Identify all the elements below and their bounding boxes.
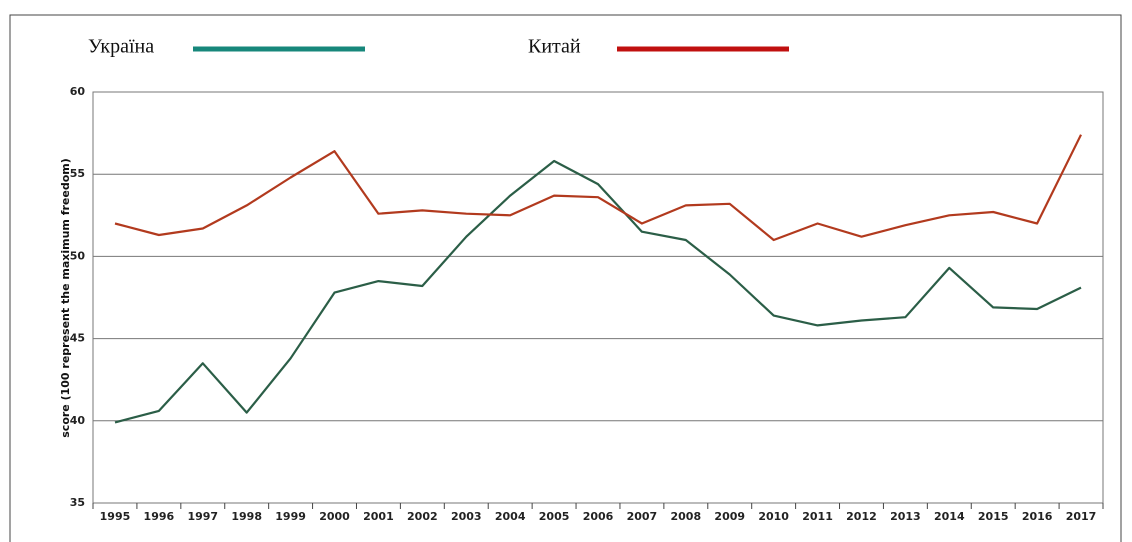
x-tick-label: 2016 <box>1022 510 1053 523</box>
series-line <box>114 159 1082 424</box>
x-tick-label: 2013 <box>890 510 921 523</box>
x-tick-label: 2002 <box>407 510 438 523</box>
y-tick-label: 60 <box>70 85 86 98</box>
y-tick-label: 50 <box>70 249 86 262</box>
x-tick-label: 2009 <box>714 510 745 523</box>
x-tick-label: 2004 <box>495 510 526 523</box>
x-tick-label: 2017 <box>1066 510 1097 523</box>
x-tick-label: 2014 <box>934 510 965 523</box>
x-tick-label: 2006 <box>583 510 614 523</box>
x-tick-label: 1997 <box>187 510 218 523</box>
x-tick-label: 2003 <box>451 510 482 523</box>
series-line <box>114 134 1082 242</box>
y-tick-label: 55 <box>70 167 85 180</box>
y-tick-label: 40 <box>70 414 86 427</box>
x-tick-label: 2011 <box>802 510 833 523</box>
y-tick-label: 35 <box>70 496 85 509</box>
x-tick-label: 2007 <box>627 510 658 523</box>
x-tick-label: 1996 <box>144 510 175 523</box>
x-tick-label: 2008 <box>671 510 702 523</box>
y-axis-label: score (100 represent the maximum freedom… <box>59 158 72 438</box>
x-tick-label: 1995 <box>100 510 131 523</box>
x-tick-label: 2015 <box>978 510 1009 523</box>
x-tick-label: 2012 <box>846 510 877 523</box>
plot-border <box>92 91 1104 504</box>
x-tick-label: 1999 <box>275 510 306 523</box>
legend-label: Україна <box>88 36 154 58</box>
legend-label: Китай <box>528 36 581 58</box>
x-tick-label: 2010 <box>758 510 789 523</box>
x-tick-label: 2000 <box>319 510 350 523</box>
x-tick-label: 2001 <box>363 510 394 523</box>
y-tick-label: 45 <box>70 332 85 345</box>
x-tick-label: 1998 <box>231 510 262 523</box>
frame <box>9 14 1122 542</box>
x-tick-label: 2005 <box>539 510 570 523</box>
